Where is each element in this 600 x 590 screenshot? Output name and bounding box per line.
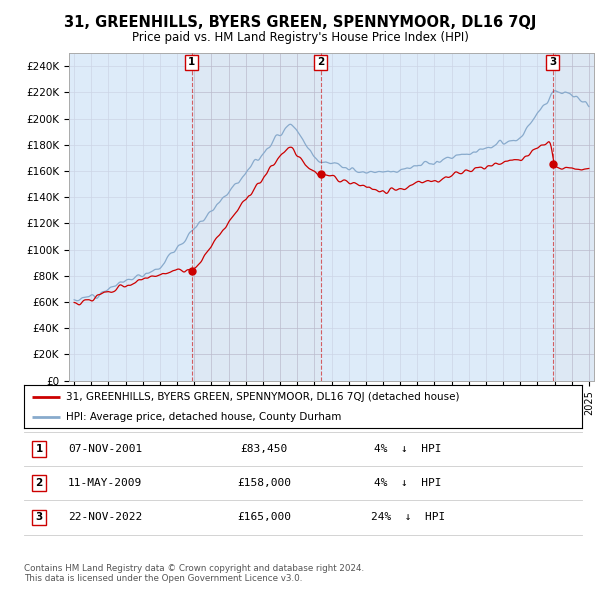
Bar [69, 53, 191, 381]
Text: Contains HM Land Registry data © Crown copyright and database right 2024.
This d: Contains HM Land Registry data © Crown c… [24, 563, 364, 583]
Text: 31, GREENHILLS, BYERS GREEN, SPENNYMOOR, DL16 7QJ: 31, GREENHILLS, BYERS GREEN, SPENNYMOOR,… [64, 15, 536, 30]
Text: £165,000: £165,000 [237, 513, 291, 522]
Text: 1: 1 [188, 57, 195, 67]
Bar [320, 53, 553, 381]
Text: £83,450: £83,450 [241, 444, 287, 454]
Text: HPI: Average price, detached house, County Durham: HPI: Average price, detached house, Coun… [66, 412, 341, 422]
Text: 3: 3 [35, 513, 43, 522]
Text: 07-NOV-2001: 07-NOV-2001 [68, 444, 142, 454]
Text: 31, GREENHILLS, BYERS GREEN, SPENNYMOOR, DL16 7QJ (detached house): 31, GREENHILLS, BYERS GREEN, SPENNYMOOR,… [66, 392, 460, 402]
Text: 3: 3 [549, 57, 556, 67]
Text: Price paid vs. HM Land Registry's House Price Index (HPI): Price paid vs. HM Land Registry's House … [131, 31, 469, 44]
Text: 1: 1 [35, 444, 43, 454]
Text: 2: 2 [35, 478, 43, 488]
Text: 4%  ↓  HPI: 4% ↓ HPI [374, 478, 442, 488]
Text: 24%  ↓  HPI: 24% ↓ HPI [371, 513, 445, 522]
Text: 22-NOV-2022: 22-NOV-2022 [68, 513, 142, 522]
Text: 2: 2 [317, 57, 324, 67]
Text: £158,000: £158,000 [237, 478, 291, 488]
Text: 11-MAY-2009: 11-MAY-2009 [68, 478, 142, 488]
Text: 4%  ↓  HPI: 4% ↓ HPI [374, 444, 442, 454]
